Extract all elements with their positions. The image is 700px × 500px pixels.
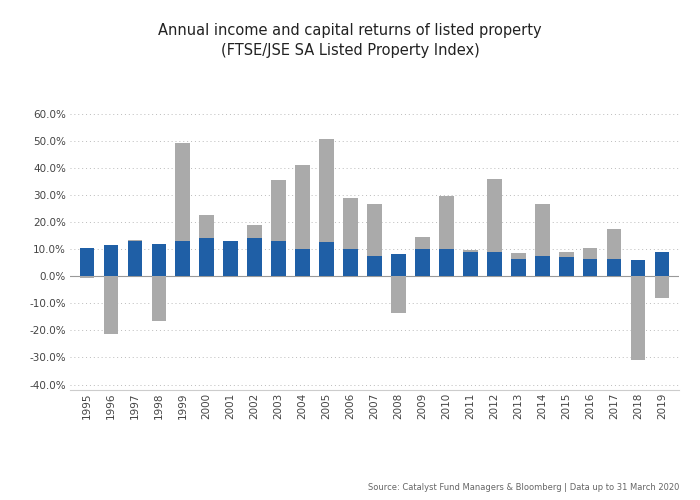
Bar <box>199 215 214 238</box>
Text: Source: Catalyst Fund Managers & Bloomberg | Data up to 31 March 2020: Source: Catalyst Fund Managers & Bloombe… <box>368 484 679 492</box>
Bar <box>511 253 526 258</box>
Bar <box>511 258 526 276</box>
Bar <box>487 252 502 276</box>
Bar <box>247 224 262 238</box>
Bar <box>343 249 358 276</box>
Bar <box>176 144 190 241</box>
Bar <box>439 249 454 276</box>
Bar <box>127 240 142 241</box>
Bar <box>631 276 645 360</box>
Bar <box>80 276 94 278</box>
Bar <box>583 248 598 258</box>
Bar <box>368 204 382 256</box>
Bar <box>104 245 118 276</box>
Bar <box>559 257 573 276</box>
Bar <box>463 252 477 276</box>
Bar <box>415 237 430 249</box>
Bar <box>295 165 310 249</box>
Bar <box>295 249 310 276</box>
Bar <box>319 140 334 242</box>
Bar <box>631 260 645 276</box>
Bar <box>463 250 477 252</box>
Bar <box>439 196 454 249</box>
Bar <box>655 276 669 298</box>
Bar <box>104 276 118 334</box>
Text: (FTSE/JSE SA Listed Property Index): (FTSE/JSE SA Listed Property Index) <box>220 42 480 58</box>
Bar <box>151 244 166 276</box>
Bar <box>151 276 166 321</box>
Bar <box>368 256 382 276</box>
Bar <box>319 242 334 276</box>
Bar <box>272 180 286 241</box>
Bar <box>80 248 94 276</box>
Bar <box>415 249 430 276</box>
Bar <box>223 241 238 276</box>
Bar <box>343 198 358 249</box>
Bar <box>247 238 262 276</box>
Bar <box>583 258 598 276</box>
Bar <box>535 204 550 256</box>
Bar <box>655 252 669 276</box>
Bar <box>272 241 286 276</box>
Bar <box>607 258 622 276</box>
Bar <box>487 178 502 252</box>
Bar <box>535 256 550 276</box>
Bar <box>559 252 573 257</box>
Bar <box>391 254 406 276</box>
Text: Annual income and capital returns of listed property: Annual income and capital returns of lis… <box>158 22 542 38</box>
Bar <box>176 241 190 276</box>
Bar <box>199 238 214 276</box>
Bar <box>607 228 622 258</box>
Bar <box>391 276 406 313</box>
Bar <box>127 241 142 276</box>
